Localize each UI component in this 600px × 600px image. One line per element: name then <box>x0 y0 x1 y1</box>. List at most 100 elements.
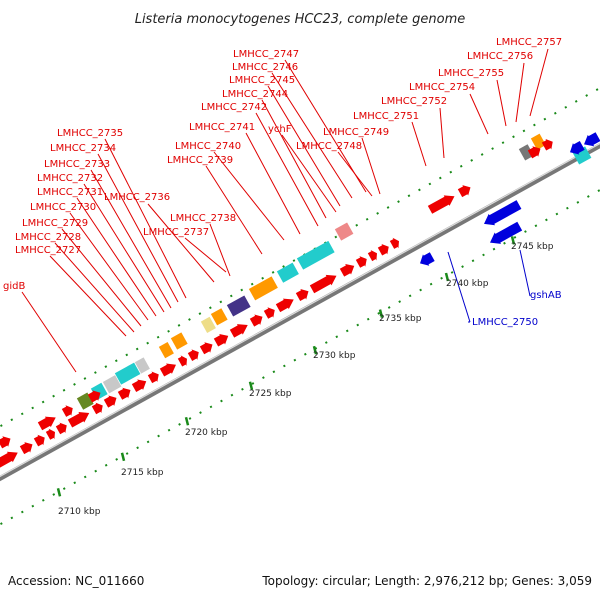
gene-label: LMHCC_2749 <box>323 127 389 138</box>
gene-label: LMHCC_2738 <box>170 213 236 224</box>
forward-cds <box>45 428 55 440</box>
scale-label: 2745 kbp <box>511 242 554 252</box>
map-title: Listeria monocytogenes HCC23, complete g… <box>135 12 466 27</box>
forward-cds <box>67 412 90 428</box>
gene-label: LMHCC_2754 <box>409 82 475 93</box>
scale-label: 2730 kbp <box>313 351 356 361</box>
label-leader <box>49 255 127 337</box>
cog-box <box>296 240 335 270</box>
forward-cds <box>159 363 176 377</box>
label-leader <box>281 134 337 213</box>
forward-cds <box>339 264 355 277</box>
gene-label: gidB <box>3 281 25 292</box>
forward-cds <box>295 288 309 302</box>
major-tick <box>378 309 384 318</box>
gene-label: LMHCC_2731 <box>37 187 103 198</box>
label-leader <box>447 251 471 323</box>
forward-cds <box>117 387 131 400</box>
gene-label: LMHCC_2730 <box>30 202 96 213</box>
gene-label: LMHCC_2735 <box>57 128 123 139</box>
gene-label: LMHCC_2742 <box>201 102 267 113</box>
label-leaders <box>21 48 549 373</box>
cog-box <box>114 362 141 385</box>
gene-label: LMHCC_2756 <box>467 51 533 62</box>
label-leader <box>54 242 135 333</box>
gene-label: LMHCC_2744 <box>222 89 288 100</box>
cog-box <box>170 332 188 350</box>
major-ticks <box>56 236 516 497</box>
forward-cds <box>389 237 399 249</box>
label-leader <box>21 291 77 373</box>
reverse-cds <box>570 141 585 155</box>
gene-label: LMHCC_2752 <box>381 96 447 107</box>
major-tick <box>56 487 62 497</box>
forward-cds <box>19 442 33 455</box>
reverse-cds <box>490 221 523 244</box>
forward-cds <box>377 243 389 256</box>
gene-label: LMHCC_2732 <box>37 173 103 184</box>
forward-cds <box>275 298 294 313</box>
gene-label: LMHCC_2729 <box>22 218 88 229</box>
gene-label: LMHCC_2740 <box>175 141 241 152</box>
label-leader <box>69 212 149 321</box>
label-leader <box>439 107 445 159</box>
genome-backbone <box>0 142 600 482</box>
gene-label: LMHCC_2734 <box>50 143 116 154</box>
gene-label: LMHCC_2747 <box>233 49 299 60</box>
label-leader <box>515 62 525 123</box>
major-tick <box>184 416 190 426</box>
label-leader <box>261 99 327 219</box>
label-leader <box>519 249 531 297</box>
label-leader <box>147 203 215 283</box>
cog-box <box>158 342 174 359</box>
label-leader <box>90 169 172 309</box>
forward-cds <box>87 390 101 403</box>
label-leader <box>104 138 187 299</box>
cog-box <box>200 316 216 333</box>
gene-label: LMHCC_2745 <box>229 75 295 86</box>
scale-labels: 2710 kbp 2715 kbp 2720 kbp 2725 kbp 2730… <box>58 242 554 517</box>
forward-cds <box>367 249 377 262</box>
major-tick <box>248 381 254 391</box>
gene-label: LMHCC_2748 <box>296 141 362 152</box>
gene-label: gshAB <box>530 290 562 301</box>
forward-cds <box>61 405 73 417</box>
label-leader <box>411 121 427 167</box>
forward-cds <box>263 307 275 319</box>
gene-label: LMHCC_2746 <box>232 62 298 73</box>
cog-box <box>518 144 534 161</box>
label-leader <box>469 93 489 135</box>
forward-cds <box>527 146 541 159</box>
forward-cds <box>213 333 229 347</box>
label-leader <box>83 183 165 313</box>
forward-cds <box>457 185 471 198</box>
scale-label: 2735 kbp <box>379 314 422 324</box>
label-leader <box>184 237 227 273</box>
forward-cds <box>355 256 367 268</box>
label-leader <box>529 48 549 117</box>
gene-label: LMHCC_2750 <box>472 317 538 328</box>
forward-cds <box>427 195 455 214</box>
label-leader <box>337 151 373 197</box>
gene-label: LMHCC_2757 <box>496 37 562 48</box>
cog-box <box>276 262 299 283</box>
label-leader <box>267 85 341 207</box>
gene-label: LMHCC_2739 <box>167 155 233 166</box>
cog-box <box>226 295 251 317</box>
reverse-cds <box>584 132 600 147</box>
cog-box <box>334 222 354 241</box>
major-tick <box>120 452 126 462</box>
major-tick <box>312 345 318 355</box>
cog-box <box>530 133 546 150</box>
forward-cds <box>103 395 117 408</box>
scale-label: 2740 kbp <box>446 279 489 289</box>
forward-cds <box>249 314 263 327</box>
reverse-gene-labels: LMHCC_2750 gshAB <box>472 290 562 328</box>
forward-cds-track <box>0 138 553 470</box>
label-leader <box>205 165 263 255</box>
accession-text: Accession: NC_011660 <box>8 574 144 588</box>
cog-box <box>134 357 150 374</box>
forward-cds <box>131 379 147 393</box>
cog-box <box>102 375 122 394</box>
